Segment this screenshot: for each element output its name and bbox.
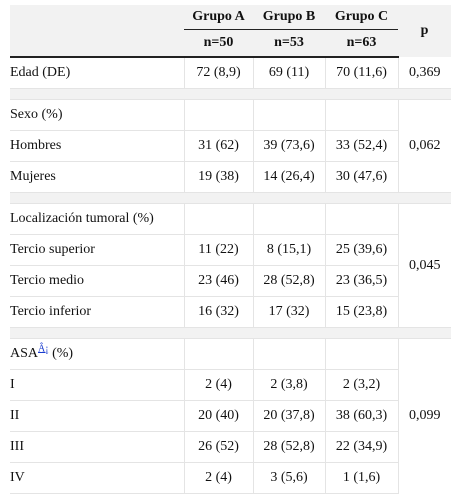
- cell-asa-iv-c: 1 (1,6): [324, 462, 398, 494]
- row-label-tercio-inferior: Tercio inferior: [10, 296, 184, 328]
- section-label-sexo: Sexo (%): [10, 99, 184, 131]
- cell-asa-ii-a: 20 (40): [183, 400, 253, 432]
- header-empty-cell: [10, 29, 184, 58]
- p-value-localizacion: 0,045: [397, 203, 451, 328]
- section-label-asa: ASAÂ¡ (%): [10, 338, 184, 370]
- cell-asa-i-b: 2 (3,8): [252, 369, 325, 401]
- row-edad: Edad (DE) 72 (8,9) 69 (11) 70 (11,6) 0,3…: [10, 57, 451, 89]
- cell-tercio-inferior-b: 17 (32): [252, 296, 325, 328]
- row-tercio-medio: Tercio medio 23 (46) 28 (52,8) 23 (36,5): [10, 265, 451, 297]
- header-count-a: n=50: [184, 29, 253, 58]
- header-count-b: n=53: [253, 29, 325, 58]
- cell-hombres-b: 39 (73,6): [252, 130, 325, 162]
- row-label-asa-iii: III: [10, 431, 184, 463]
- header-group-b: Grupo B: [253, 5, 325, 30]
- row-tercio-inferior: Tercio inferior 16 (32) 17 (32) 15 (23,8…: [10, 296, 451, 328]
- cell-tercio-superior-a: 11 (22): [183, 234, 253, 266]
- p-value-edad: 0,369: [397, 57, 451, 89]
- footnote-link[interactable]: Â¡: [38, 343, 49, 355]
- cell-asa-i-c: 2 (3,2): [324, 369, 398, 401]
- section-label-localizacion: Localización tumoral (%): [10, 203, 184, 235]
- header-row-groups: Grupo A Grupo B Grupo C p: [10, 5, 451, 57]
- p-value-sexo: 0,062: [397, 99, 451, 193]
- cell-tercio-inferior-c: 15 (23,8): [324, 296, 398, 328]
- row-mujeres: Mujeres 19 (38) 14 (26,4) 30 (47,6): [10, 161, 451, 193]
- header-group-a: Grupo A: [184, 5, 253, 30]
- cell-tercio-medio-b: 28 (52,8): [252, 265, 325, 297]
- header-group-c: Grupo C: [325, 5, 398, 30]
- header-empty-cell: [10, 5, 184, 30]
- header-count-c: n=63: [325, 29, 398, 58]
- row-sexo-header: Sexo (%) 0,062: [10, 99, 451, 193]
- cell-mujeres-c: 30 (47,6): [324, 161, 398, 193]
- cell-hombres-a: 31 (62): [183, 130, 253, 162]
- asa-label-text: ASA: [10, 346, 39, 361]
- header-row-counts: n=50 n=53 n=63: [10, 29, 451, 58]
- cell-tercio-medio-a: 23 (46): [183, 265, 253, 297]
- cell-asa-ii-b: 20 (37,8): [252, 400, 325, 432]
- row-asa-iii: III 26 (52) 28 (52,8) 22 (34,9): [10, 431, 451, 463]
- cell-tercio-superior-c: 25 (39,6): [324, 234, 398, 266]
- row-label-mujeres: Mujeres: [10, 161, 184, 193]
- p-value-asa: 0,099: [397, 338, 451, 494]
- cell-tercio-inferior-a: 16 (32): [183, 296, 253, 328]
- asa-label-suffix: (%): [48, 346, 74, 361]
- row-tercio-superior: Tercio superior 11 (22) 8 (15,1) 25 (39,…: [10, 234, 451, 266]
- demographics-table: Grupo A Grupo B Grupo C p n=50 n=53 n=63…: [10, 5, 451, 494]
- cell-mujeres-a: 19 (38): [183, 161, 253, 193]
- cell-hombres-c: 33 (52,4): [324, 130, 398, 162]
- section-gap: [10, 192, 451, 204]
- cell-asa-iv-a: 2 (4): [183, 462, 253, 494]
- row-hombres: Hombres 31 (62) 39 (73,6) 33 (52,4): [10, 130, 451, 162]
- cell-asa-i-a: 2 (4): [183, 369, 253, 401]
- cell-tercio-superior-b: 8 (15,1): [252, 234, 325, 266]
- row-label-hombres: Hombres: [10, 130, 184, 162]
- row-label-tercio-superior: Tercio superior: [10, 234, 184, 266]
- section-gap: [10, 88, 451, 100]
- cell-edad-a: 72 (8,9): [183, 57, 253, 89]
- cell-asa-iii-b: 28 (52,8): [252, 431, 325, 463]
- cell-asa-iii-c: 22 (34,9): [324, 431, 398, 463]
- row-label-asa-iv: IV: [10, 462, 184, 494]
- section-gap: [10, 327, 451, 339]
- row-asa-header: ASAÂ¡ (%) 0,099: [10, 338, 451, 494]
- cell-asa-iv-b: 3 (5,6): [252, 462, 325, 494]
- row-label-tercio-medio: Tercio medio: [10, 265, 184, 297]
- row-asa-i: I 2 (4) 2 (3,8) 2 (3,2): [10, 369, 451, 401]
- row-label-asa-i: I: [10, 369, 184, 401]
- cell-asa-ii-c: 38 (60,3): [324, 400, 398, 432]
- row-label-edad: Edad (DE): [10, 57, 184, 89]
- cell-edad-c: 70 (11,6): [324, 57, 398, 89]
- row-asa-ii: II 20 (40) 20 (37,8) 38 (60,3): [10, 400, 451, 432]
- row-asa-iv: IV 2 (4) 3 (5,6) 1 (1,6): [10, 462, 451, 494]
- header-p: p: [398, 5, 451, 57]
- row-localizacion-header: Localización tumoral (%) 0,045: [10, 203, 451, 328]
- row-label-asa-ii: II: [10, 400, 184, 432]
- cell-tercio-medio-c: 23 (36,5): [324, 265, 398, 297]
- cell-edad-b: 69 (11): [252, 57, 325, 89]
- cell-asa-iii-a: 26 (52): [183, 431, 253, 463]
- cell-mujeres-b: 14 (26,4): [252, 161, 325, 193]
